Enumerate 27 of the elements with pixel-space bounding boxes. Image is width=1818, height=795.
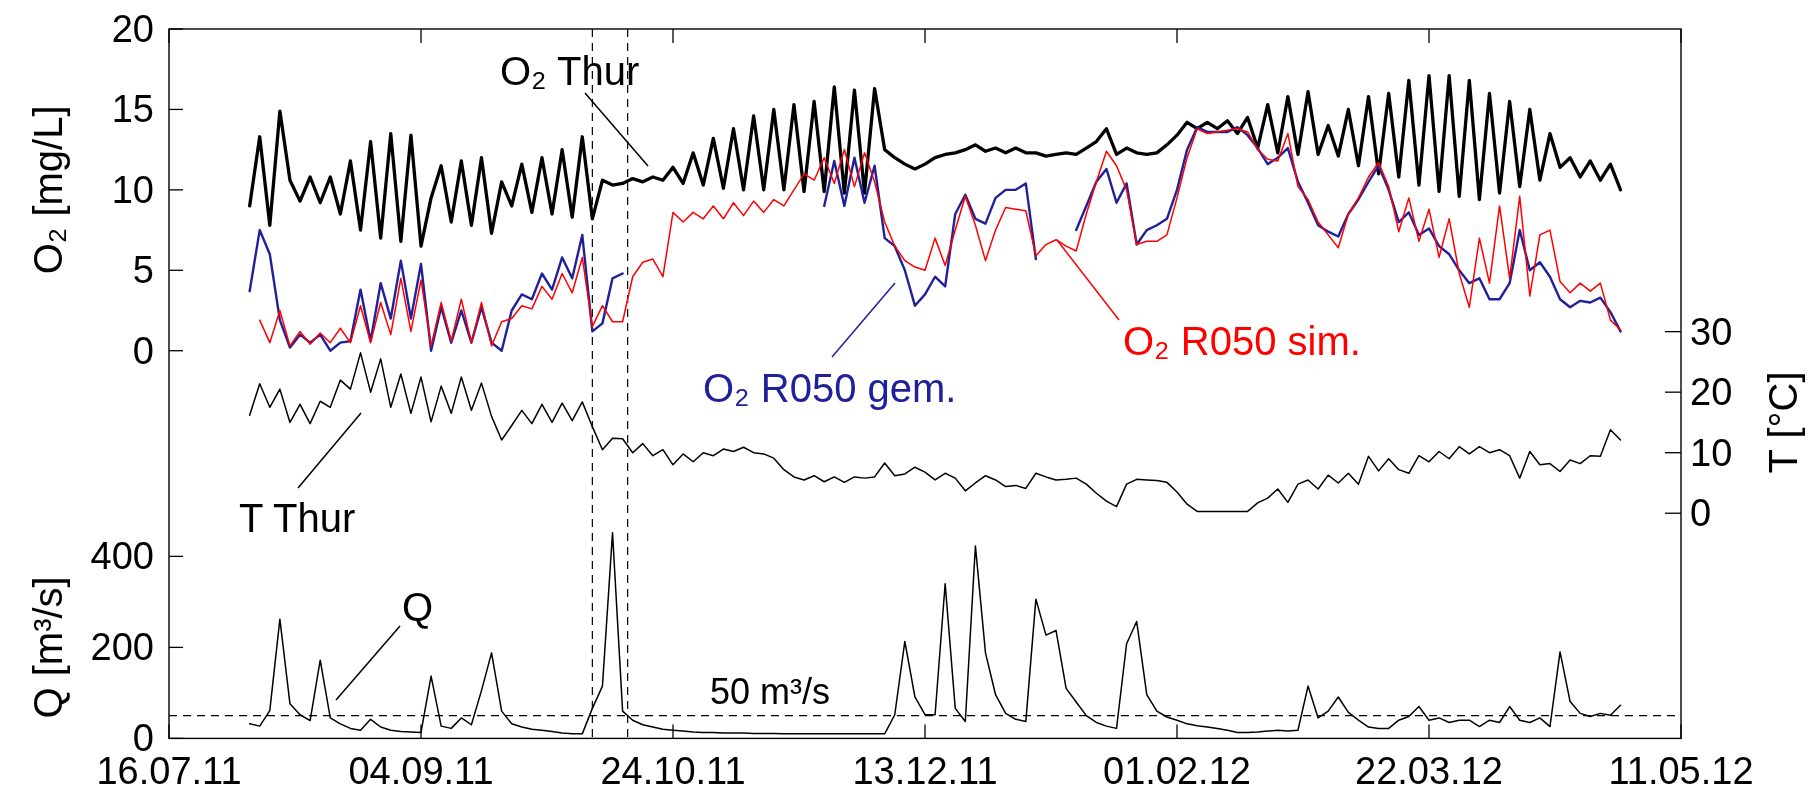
legend-label: O₂ R050 gem. — [703, 366, 957, 410]
legend-label: O₂ Thur — [500, 49, 640, 93]
y-tick-label: 5 — [132, 249, 154, 292]
x-tick-label: 04.09.11 — [348, 750, 494, 792]
series-label: Q — [402, 585, 434, 629]
y2-tick-label: 20 — [1690, 371, 1733, 414]
x-tick-label: 24.10.11 — [600, 750, 746, 792]
y2-tick-label: 0 — [1690, 492, 1712, 535]
y-tick-label: 20 — [111, 8, 154, 50]
x-tick-label: 01.02.12 — [1103, 750, 1251, 792]
y3-tick-label: 400 — [90, 535, 154, 578]
y2-tick-label: 10 — [1690, 431, 1733, 474]
x-tick-label: 16.07.11 — [96, 750, 242, 792]
ref-line-label: 50 m³/s — [710, 670, 831, 712]
legend-label: O₂ R050 sim. — [1123, 319, 1361, 363]
y-axis-title: O₂ [mg/L] — [26, 105, 70, 275]
x-tick-label: 22.03.12 — [1355, 750, 1503, 792]
y2-tick-label: 30 — [1690, 310, 1733, 353]
y3-tick-label: 200 — [90, 626, 154, 669]
legend-label: T Thur — [239, 496, 356, 540]
x-tick-label: 11.05.12 — [1608, 750, 1754, 792]
y-tick-label: 15 — [111, 88, 154, 131]
y-tick-label: 0 — [132, 329, 154, 372]
y-tick-label: 10 — [111, 168, 154, 211]
x-tick-label: 13.12.11 — [852, 750, 998, 792]
y2-axis-title: T [°C] — [1761, 371, 1805, 474]
y3-axis-title: Q [m³/s] — [26, 576, 70, 719]
